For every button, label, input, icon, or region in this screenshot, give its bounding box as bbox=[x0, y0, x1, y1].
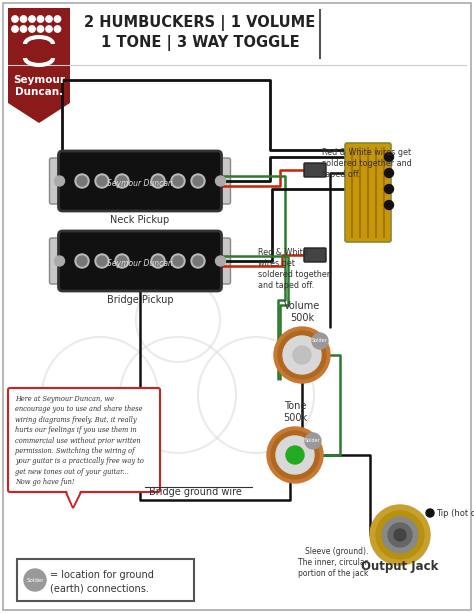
Circle shape bbox=[394, 529, 406, 541]
Circle shape bbox=[193, 256, 203, 266]
Circle shape bbox=[293, 346, 311, 364]
Circle shape bbox=[384, 169, 393, 178]
Text: Bridge Pickup: Bridge Pickup bbox=[107, 295, 173, 305]
FancyBboxPatch shape bbox=[58, 231, 221, 291]
Circle shape bbox=[376, 511, 424, 559]
Text: Here at Seymour Duncan, we
encourage you to use and share these
wiring diagrams : Here at Seymour Duncan, we encourage you… bbox=[15, 395, 144, 486]
FancyBboxPatch shape bbox=[3, 3, 471, 610]
Text: Seymour Duncan: Seymour Duncan bbox=[107, 178, 173, 188]
Circle shape bbox=[75, 174, 89, 188]
Circle shape bbox=[191, 254, 205, 268]
FancyBboxPatch shape bbox=[49, 238, 70, 284]
Circle shape bbox=[117, 256, 127, 266]
Circle shape bbox=[312, 333, 328, 349]
Text: = location for ground
(earth) connections.: = location for ground (earth) connection… bbox=[50, 571, 154, 593]
Circle shape bbox=[29, 26, 35, 32]
Circle shape bbox=[46, 16, 52, 22]
Circle shape bbox=[274, 327, 330, 383]
Circle shape bbox=[20, 26, 27, 32]
Circle shape bbox=[46, 26, 52, 32]
Circle shape bbox=[55, 26, 61, 32]
Circle shape bbox=[37, 26, 44, 32]
Text: Bridge ground wire: Bridge ground wire bbox=[148, 487, 241, 497]
Text: Tip (hot output): Tip (hot output) bbox=[436, 509, 474, 517]
Circle shape bbox=[191, 174, 205, 188]
Polygon shape bbox=[8, 8, 70, 123]
Circle shape bbox=[283, 336, 321, 374]
Text: Red & White
wires get
soldered together
and taped off.: Red & White wires get soldered together … bbox=[258, 248, 330, 291]
Circle shape bbox=[151, 254, 165, 268]
Circle shape bbox=[77, 256, 87, 266]
Circle shape bbox=[12, 16, 18, 22]
Circle shape bbox=[95, 174, 109, 188]
Text: Seymour
Duncan.: Seymour Duncan. bbox=[13, 75, 65, 97]
Circle shape bbox=[24, 569, 46, 591]
FancyBboxPatch shape bbox=[304, 248, 326, 262]
Text: Tone
500k: Tone 500k bbox=[283, 402, 307, 423]
Circle shape bbox=[171, 254, 185, 268]
FancyBboxPatch shape bbox=[210, 238, 230, 284]
Circle shape bbox=[75, 254, 89, 268]
Circle shape bbox=[153, 256, 163, 266]
Circle shape bbox=[426, 509, 434, 517]
Text: Seymour Duncan: Seymour Duncan bbox=[107, 259, 173, 267]
Circle shape bbox=[276, 436, 314, 474]
Circle shape bbox=[278, 331, 326, 379]
Text: Solder: Solder bbox=[26, 577, 44, 582]
Text: 2 HUMBUCKERS | 1 VOLUME: 2 HUMBUCKERS | 1 VOLUME bbox=[84, 15, 316, 31]
Circle shape bbox=[370, 505, 430, 565]
Text: Neck Pickup: Neck Pickup bbox=[110, 215, 170, 225]
Text: Volume
500k: Volume 500k bbox=[284, 302, 320, 323]
FancyBboxPatch shape bbox=[304, 163, 326, 177]
Circle shape bbox=[37, 16, 44, 22]
Circle shape bbox=[382, 517, 418, 553]
Circle shape bbox=[12, 26, 18, 32]
Text: Sleeve (ground).
The inner, circular
portion of the jack: Sleeve (ground). The inner, circular por… bbox=[298, 547, 368, 578]
Circle shape bbox=[384, 200, 393, 210]
Circle shape bbox=[216, 176, 226, 186]
FancyBboxPatch shape bbox=[8, 388, 160, 492]
Polygon shape bbox=[65, 490, 82, 508]
Circle shape bbox=[97, 256, 107, 266]
Circle shape bbox=[193, 176, 203, 186]
Text: Red & White wires get
soldered together and
taped off.: Red & White wires get soldered together … bbox=[322, 148, 412, 179]
Circle shape bbox=[55, 176, 64, 186]
Text: Solder: Solder bbox=[312, 338, 328, 343]
Circle shape bbox=[171, 174, 185, 188]
Circle shape bbox=[29, 16, 35, 22]
Circle shape bbox=[77, 176, 87, 186]
FancyBboxPatch shape bbox=[49, 158, 70, 204]
Polygon shape bbox=[67, 491, 80, 506]
FancyBboxPatch shape bbox=[17, 559, 194, 601]
Text: 1 TONE | 3 WAY TOGGLE: 1 TONE | 3 WAY TOGGLE bbox=[100, 35, 299, 51]
Circle shape bbox=[153, 176, 163, 186]
Text: Solder: Solder bbox=[305, 438, 321, 443]
FancyBboxPatch shape bbox=[210, 158, 230, 204]
Circle shape bbox=[286, 446, 304, 464]
Circle shape bbox=[55, 256, 64, 266]
Circle shape bbox=[55, 16, 61, 22]
Circle shape bbox=[384, 185, 393, 194]
Circle shape bbox=[20, 16, 27, 22]
Circle shape bbox=[388, 523, 412, 547]
Circle shape bbox=[267, 427, 323, 483]
Circle shape bbox=[97, 176, 107, 186]
Circle shape bbox=[117, 176, 127, 186]
Circle shape bbox=[115, 174, 129, 188]
Circle shape bbox=[95, 254, 109, 268]
Circle shape bbox=[384, 153, 393, 161]
Circle shape bbox=[115, 254, 129, 268]
Circle shape bbox=[173, 176, 183, 186]
FancyBboxPatch shape bbox=[345, 143, 391, 242]
Circle shape bbox=[305, 433, 321, 449]
Circle shape bbox=[173, 256, 183, 266]
Circle shape bbox=[216, 256, 226, 266]
Circle shape bbox=[271, 431, 319, 479]
FancyBboxPatch shape bbox=[58, 151, 221, 211]
Text: Output Jack: Output Jack bbox=[361, 560, 439, 573]
Circle shape bbox=[151, 174, 165, 188]
